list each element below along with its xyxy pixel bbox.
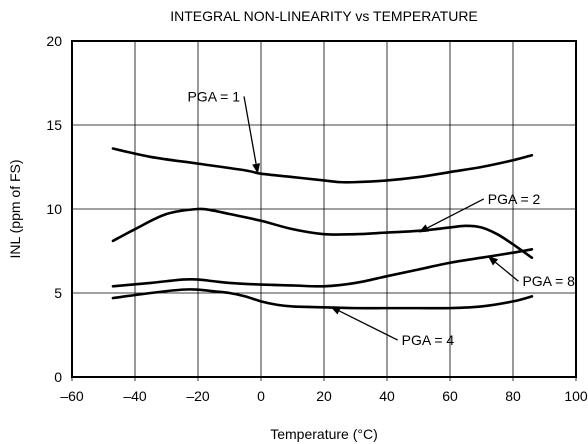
x-tick-label: –40 [123, 388, 147, 404]
x-tick-label: –60 [60, 388, 84, 404]
annotation-label-pga-8: PGA = 8 [522, 273, 575, 289]
series-line-pga-8 [111, 248, 534, 288]
annotation-label-pga-1: PGA = 1 [187, 88, 240, 104]
x-tick-label: 0 [257, 388, 265, 404]
x-tick-labels: –60 –40 –20 0 20 40 60 80 100 [60, 377, 588, 404]
annotation-label-pga-4: PGA = 4 [402, 332, 455, 348]
x-tick-label: 80 [505, 388, 521, 404]
arrowhead-pga-4 [330, 306, 342, 315]
arrowhead-pga-8 [487, 256, 499, 266]
annotation-arrow-pga-8 [495, 261, 519, 282]
series-line-pga-1 [111, 147, 534, 184]
y-tick-label: 0 [54, 369, 62, 385]
x-tick-label: 100 [564, 388, 588, 404]
arrowhead-pga-1 [252, 163, 261, 174]
annotation-arrow-pga-4 [338, 310, 398, 341]
grid-lines [72, 41, 576, 377]
arrowhead-pga-2 [418, 224, 430, 233]
annotation-label-pga-2: PGA = 2 [488, 191, 541, 207]
annotation-arrow-pga-2 [427, 198, 485, 229]
data-series [111, 147, 534, 310]
y-tick-label: 20 [46, 33, 62, 49]
y-tick-label: 10 [46, 201, 62, 217]
y-tick-label: 5 [54, 285, 62, 301]
annotation-arrow-pga-1 [243, 96, 257, 164]
x-tick-label: –20 [186, 388, 210, 404]
series-line-pga-4 [111, 288, 534, 310]
annotations: PGA = 1 PGA = 2 PGA = 8 PGA = 4 [187, 88, 575, 348]
x-tick-label: 20 [316, 388, 332, 404]
y-tick-label: 15 [46, 117, 62, 133]
y-axis-label: INL (ppm of FS) [7, 159, 23, 258]
chart-title: INTEGRAL NON-LINEARITY vs TEMPERATURE [170, 8, 478, 24]
x-tick-label: 40 [379, 388, 395, 404]
x-tick-label: 60 [442, 388, 458, 404]
x-axis-label: Temperature (°C) [270, 426, 378, 442]
y-tick-labels: 0 5 10 15 20 [46, 33, 62, 385]
series-line-pga-2 [111, 207, 534, 260]
